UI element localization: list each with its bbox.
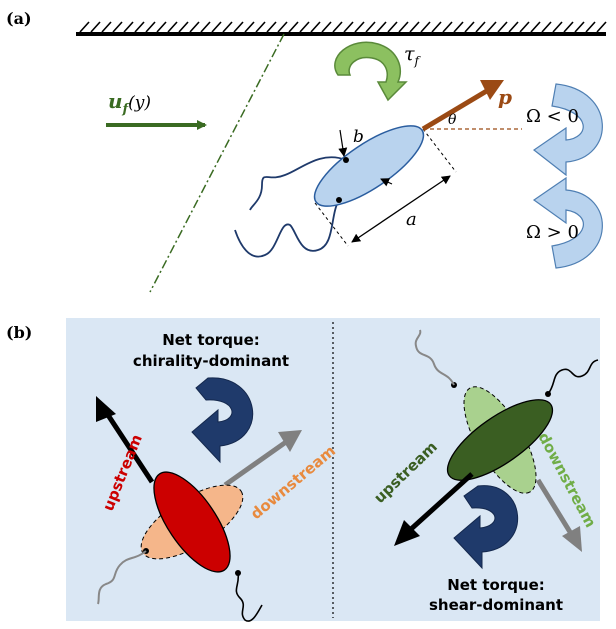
hatch-mark (343, 21, 354, 33)
major-axis-arrow (351, 175, 451, 243)
hatch-mark (574, 21, 585, 33)
hatch-mark (365, 21, 376, 33)
hatch-mark (112, 21, 123, 33)
hatch-mark (563, 21, 574, 33)
hatch-mark (420, 21, 431, 33)
hatch-mark (189, 21, 200, 33)
hatch-mark (211, 21, 222, 33)
omega-negative-arrow (532, 83, 603, 177)
omega-positive-arrow (532, 176, 603, 269)
hatch-mark (541, 21, 552, 33)
orientation-vector-shaft (421, 86, 492, 132)
major-axis-label: a (406, 209, 417, 230)
left-torque-title-line2: chirality-dominant (133, 352, 289, 370)
flow-torque-arrow (334, 41, 408, 102)
omega-positive-label: Ω > 0 (526, 222, 579, 243)
right-downstream-arrow-head (562, 526, 582, 552)
left-flagellum-grey (97, 550, 147, 605)
omega-negative-label: Ω < 0 (526, 106, 579, 127)
major-axis-guide-right (422, 128, 457, 173)
left-upstream-ellipse (153, 471, 231, 573)
flagellum-lower (234, 199, 340, 258)
right-upstream-arrow-head (394, 520, 420, 546)
left-torque-title-line1: Net torque: (162, 331, 260, 349)
hatch-mark (442, 21, 453, 33)
panel-b: (b) Net torque: chirality-dominant upstr… (6, 318, 600, 622)
shear-profile-line (149, 33, 285, 293)
hatch-mark (497, 21, 508, 33)
panel-b-label: (b) (6, 323, 32, 342)
hatch-mark (178, 21, 189, 33)
minor-axis-label: b (353, 127, 364, 147)
flagellum-attachment-lower (336, 197, 342, 203)
hatch-mark (310, 21, 321, 33)
hatch-mark (233, 21, 244, 33)
hatch-mark (398, 21, 409, 33)
right-torque-title-line2: shear-dominant (429, 596, 563, 614)
hatch-mark (123, 21, 134, 33)
hatch-mark (266, 21, 277, 33)
left-downstream-arrow-head (278, 430, 302, 452)
flow-velocity-label: uf(y) (108, 89, 151, 117)
orientation-vector-head (480, 80, 504, 100)
hatch-mark (596, 21, 607, 33)
hatch-mark (453, 21, 464, 33)
panel-a: (a) uf(y) τf b a (6, 9, 607, 293)
hatch-mark (519, 21, 530, 33)
hatch-mark (134, 21, 145, 33)
swimmer-body (313, 125, 425, 207)
hatch-mark (508, 21, 519, 33)
hatch-mark (277, 21, 288, 33)
hatch-mark (255, 21, 266, 33)
left-downstream-arrow-shaft (223, 439, 288, 488)
right-flagellum-grey (414, 329, 455, 386)
flagellum-upper (249, 156, 347, 211)
hatch-mark (552, 21, 563, 33)
wall-hatching (79, 21, 607, 33)
hatch-mark (200, 21, 211, 33)
hatch-mark (79, 21, 90, 33)
hatch-mark (585, 21, 596, 33)
hatch-mark (387, 21, 398, 33)
right-torque-title-line1: Net torque: (447, 576, 545, 594)
orientation-vector-label: p (498, 85, 512, 109)
right-upstream-ellipse (446, 399, 554, 481)
right-downstream-arrow-shaft (535, 478, 573, 534)
hatch-mark (376, 21, 387, 33)
flagellum-attachment-upper (343, 157, 349, 163)
angle-label: θ (448, 112, 457, 128)
hatch-mark (475, 21, 486, 33)
hatch-mark (332, 21, 343, 33)
right-upstream-arrow-shaft (408, 472, 474, 532)
hatch-mark (486, 21, 497, 33)
hatch-mark (299, 21, 310, 33)
left-upstream-arrow-shaft (103, 410, 155, 484)
hatch-mark (321, 21, 332, 33)
right-flagellum-black (547, 359, 599, 395)
hatch-mark (354, 21, 365, 33)
hatch-mark (156, 21, 167, 33)
hatch-mark (288, 21, 299, 33)
hatch-mark (90, 21, 101, 33)
left-upstream-arrow-head (96, 396, 116, 422)
panel-a-label: (a) (6, 9, 32, 28)
hatch-mark (244, 21, 255, 33)
left-torque-arrow (191, 377, 254, 464)
left-flagellum-black (235, 572, 263, 622)
hatch-mark (431, 21, 442, 33)
minor-axis-arrow-top (338, 129, 348, 157)
hatch-mark (530, 21, 541, 33)
hatch-mark (409, 21, 420, 33)
hatch-mark (222, 21, 233, 33)
hatch-mark (145, 21, 156, 33)
hatch-mark (101, 21, 112, 33)
hatch-mark (167, 21, 178, 33)
hatch-mark (464, 21, 475, 33)
flow-torque-label: τf (404, 43, 422, 68)
wall (76, 21, 607, 36)
right-torque-arrow (453, 485, 519, 570)
